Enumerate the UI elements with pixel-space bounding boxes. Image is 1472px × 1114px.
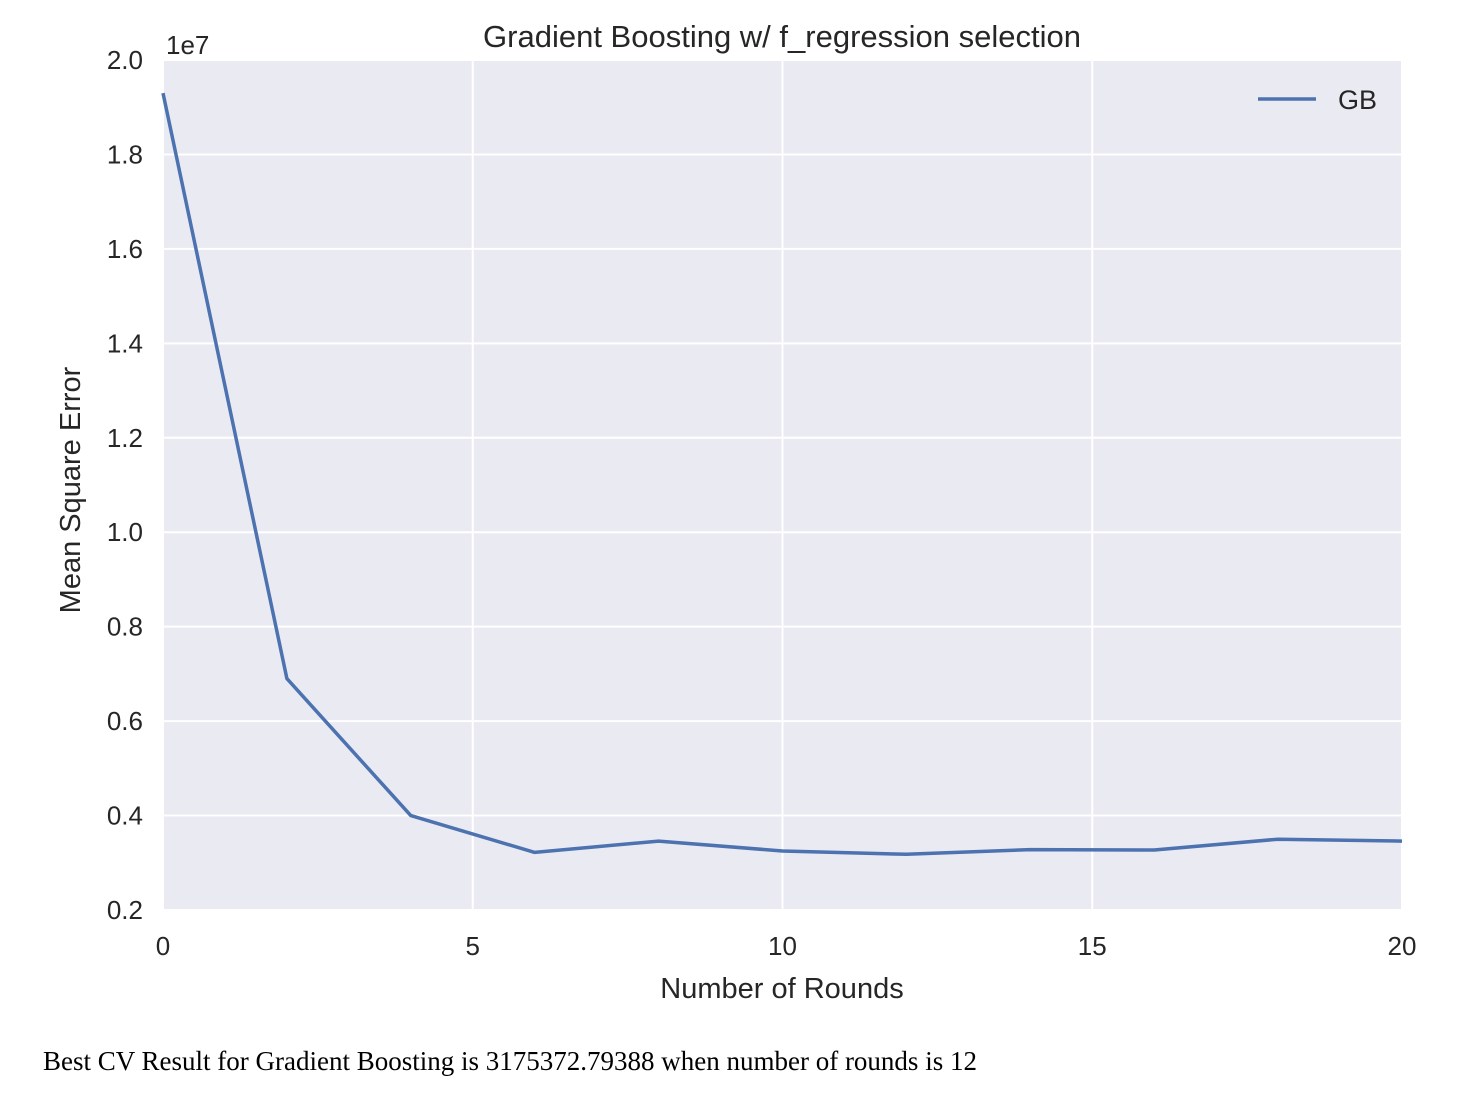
y-tick-label: 1.4 bbox=[107, 328, 143, 358]
y-tick-label: 1.6 bbox=[107, 234, 143, 264]
y-offset-label: 1e7 bbox=[166, 30, 209, 60]
y-tick-label: 1.8 bbox=[107, 139, 143, 169]
x-tick-labels: 0 5 10 15 20 bbox=[156, 931, 1417, 961]
series-layer bbox=[161, 92, 1403, 857]
y-tick-label: 0.4 bbox=[107, 801, 143, 831]
x-tick-label: 20 bbox=[1388, 931, 1417, 961]
best-cv-result-caption: Best CV Result for Gradient Boosting is … bbox=[43, 1046, 977, 1076]
y-tick-label: 2.0 bbox=[107, 45, 143, 75]
y-tick-label: 1.2 bbox=[107, 423, 143, 453]
y-tick-label: 1.0 bbox=[107, 517, 143, 547]
y-tick-label: 0.2 bbox=[107, 895, 143, 925]
x-tick-label: 10 bbox=[768, 931, 797, 961]
y-tick-labels: 0.2 0.4 0.6 0.8 1.0 1.2 1.4 1.6 1.8 2.0 bbox=[107, 45, 143, 925]
y-axis-label: Mean Square Error bbox=[55, 366, 87, 613]
x-axis-label: Number of Rounds bbox=[660, 973, 903, 1005]
y-tick-label: 0.6 bbox=[107, 706, 143, 736]
legend: GB bbox=[1258, 85, 1377, 115]
x-tick-label: 5 bbox=[466, 931, 480, 961]
chart-title: Gradient Boosting w/ f_regression select… bbox=[483, 19, 1081, 54]
series-line-gb bbox=[161, 92, 1403, 857]
x-tick-label: 0 bbox=[156, 931, 170, 961]
line-chart: 0.20.40.60.81.01.21.41.61.82.0 0 5 10 15 20 … bbox=[55, 19, 1417, 1005]
y-tick-label: 0.8 bbox=[107, 612, 143, 642]
grid-lines bbox=[162, 59, 1403, 911]
x-tick-label: 15 bbox=[1078, 931, 1107, 961]
legend-label-gb: GB bbox=[1338, 85, 1377, 115]
